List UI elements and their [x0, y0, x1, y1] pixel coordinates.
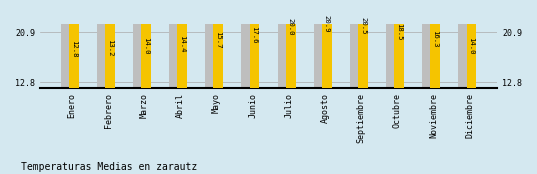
Text: 14.0: 14.0 — [143, 37, 149, 54]
Text: 13.2: 13.2 — [107, 39, 113, 57]
Bar — [422, 0, 432, 88]
Bar — [205, 0, 215, 88]
Bar — [322, 0, 332, 88]
Text: 12.8: 12.8 — [71, 40, 77, 58]
Bar — [97, 9, 107, 88]
Bar — [61, 11, 70, 88]
Bar — [213, 0, 223, 88]
Text: 17.6: 17.6 — [251, 26, 257, 43]
Bar — [177, 0, 187, 88]
Bar — [467, 2, 476, 88]
Text: Temperaturas Medias en zarautz: Temperaturas Medias en zarautz — [21, 162, 198, 172]
Text: 14.4: 14.4 — [179, 35, 185, 53]
Text: 20.0: 20.0 — [288, 18, 294, 36]
Bar — [350, 0, 360, 88]
Bar — [141, 2, 151, 88]
Text: 16.3: 16.3 — [432, 30, 438, 47]
Bar — [314, 0, 324, 88]
Bar — [430, 0, 440, 88]
Bar — [242, 0, 251, 88]
Text: 20.9: 20.9 — [324, 15, 330, 33]
Bar — [286, 0, 295, 88]
Bar — [459, 4, 468, 88]
Bar — [169, 1, 179, 88]
Text: 15.7: 15.7 — [215, 31, 221, 49]
Bar — [358, 0, 368, 88]
Bar — [250, 0, 259, 88]
Bar — [69, 10, 78, 88]
Bar — [278, 0, 287, 88]
Text: 14.0: 14.0 — [468, 37, 474, 54]
Bar — [133, 4, 143, 88]
Bar — [105, 7, 115, 88]
Text: 20.5: 20.5 — [360, 17, 366, 34]
Bar — [386, 0, 396, 88]
Bar — [394, 0, 404, 88]
Text: 18.5: 18.5 — [396, 23, 402, 40]
